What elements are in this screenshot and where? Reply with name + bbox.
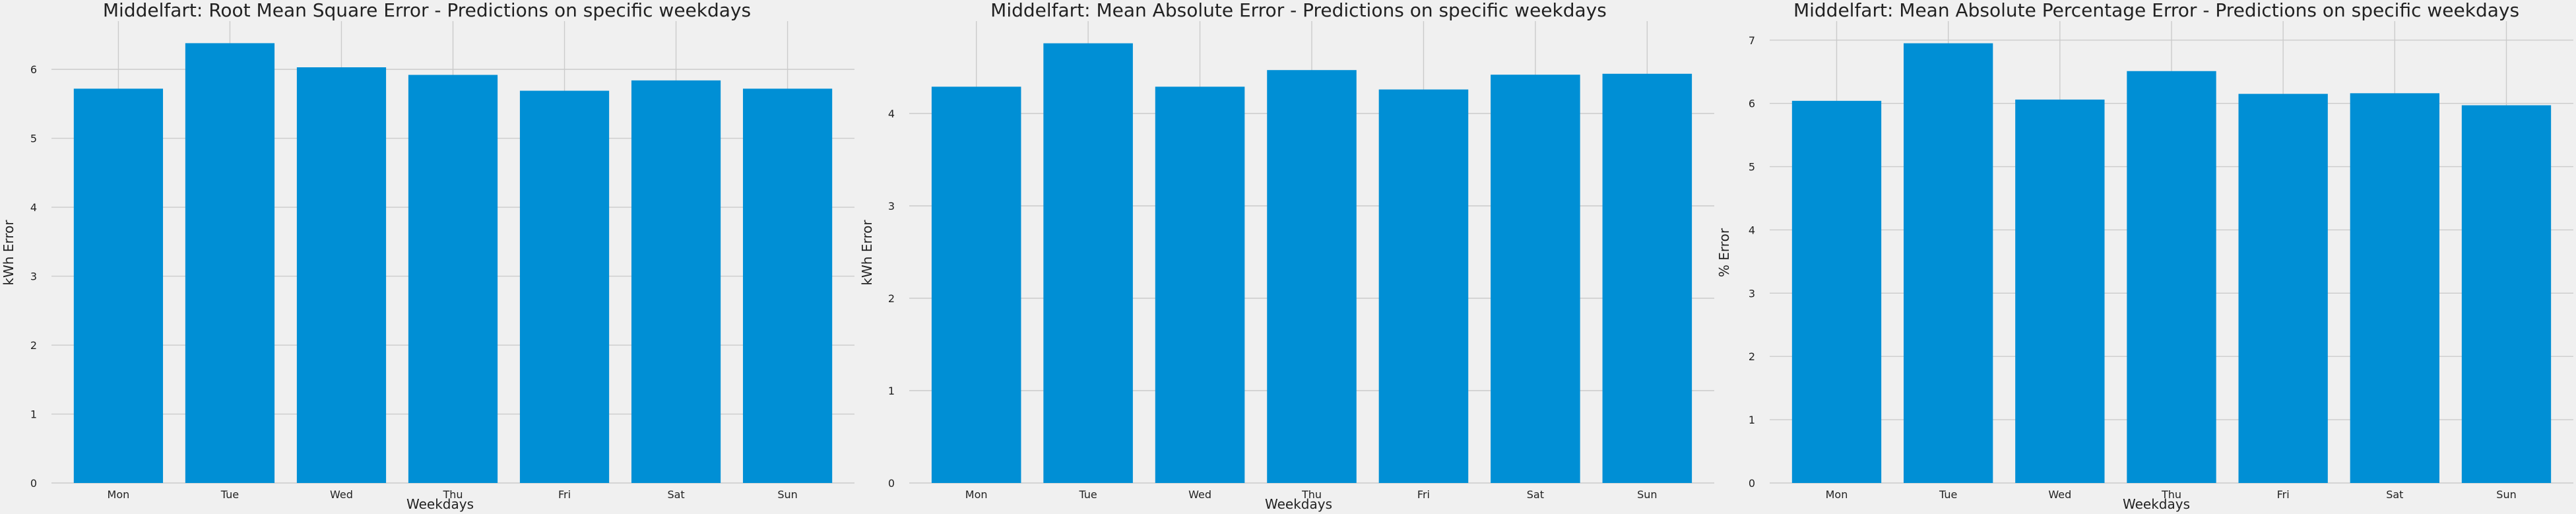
y-tick-label: 2 [888, 292, 895, 305]
x-tick-label: Mon [1826, 488, 1848, 501]
x-axis-label: Weekdays [2123, 496, 2190, 512]
chart-title: Middelfart: Mean Absolute Percentage Err… [1793, 0, 2519, 21]
chart-mae: Middelfart: Mean Absolute Error - Predic… [859, 0, 1714, 512]
y-tick-label: 2 [1749, 350, 1755, 363]
y-tick-label: 1 [1749, 414, 1755, 426]
y-tick-label: 7 [1749, 34, 1755, 47]
x-tick-label: Fri [558, 488, 571, 501]
bar-sat [2350, 93, 2439, 483]
y-tick-label: 6 [1749, 98, 1755, 110]
y-tick-label: 1 [30, 408, 37, 421]
bar-mon [931, 86, 1021, 483]
bar-tue [1043, 43, 1133, 484]
x-tick-label: Thu [1301, 488, 1322, 501]
x-tick-label: Wed [330, 488, 353, 501]
y-tick-label: 6 [30, 63, 37, 76]
x-tick-label: Wed [2048, 488, 2071, 501]
y-tick-label: 0 [1749, 477, 1755, 490]
y-tick-label: 4 [888, 108, 895, 120]
bar-wed [1155, 86, 1245, 483]
x-tick-label: Sat [667, 488, 684, 501]
bar-thu [1267, 70, 1357, 483]
bar-tue [1904, 43, 1993, 483]
bar-thu [2127, 71, 2216, 484]
x-tick-label: Tue [220, 488, 239, 501]
chart-title: Middelfart: Mean Absolute Error - Predic… [990, 0, 1607, 21]
y-axis-label: kWh Error [1, 220, 16, 286]
bar-sun [2461, 105, 2552, 483]
x-tick-label: Tue [1939, 488, 1957, 501]
y-tick-label: 5 [1749, 161, 1755, 174]
x-axis-label: Weekdays [1265, 496, 1332, 512]
chart-title: Middelfart: Root Mean Square Error - Pre… [103, 0, 751, 21]
x-tick-label: Sat [1527, 488, 1544, 501]
x-tick-label: Fri [1417, 488, 1430, 501]
bar-fri [519, 90, 610, 483]
y-tick-label: 0 [30, 477, 37, 490]
x-tick-label: Mon [965, 488, 988, 501]
y-tick-label: 2 [30, 339, 37, 352]
y-tick-label: 4 [30, 201, 37, 214]
bar-mon [73, 88, 164, 483]
bar-sat [631, 80, 721, 483]
x-tick-label: Tue [1078, 488, 1097, 501]
x-tick-label: Sun [777, 488, 797, 501]
x-tick-label: Sat [2386, 488, 2403, 501]
bar-sun [1602, 73, 1692, 484]
x-tick-label: Thu [442, 488, 463, 501]
y-axis-label: kWh Error [859, 220, 875, 286]
y-tick-label: 3 [888, 200, 895, 212]
chart-mape: Middelfart: Mean Absolute Percentage Err… [1716, 0, 2573, 512]
x-tick-label: Wed [1188, 488, 1211, 501]
bar-wed [296, 67, 387, 483]
x-tick-label: Sun [2496, 488, 2516, 501]
bar-fri [1378, 89, 1469, 484]
x-tick-label: Sun [1637, 488, 1657, 501]
bar-sun [742, 88, 833, 483]
x-axis-label: Weekdays [406, 496, 474, 512]
y-tick-label: 3 [1749, 287, 1755, 300]
bar-wed [2015, 99, 2105, 483]
x-tick-label: Fri [2277, 488, 2290, 501]
chart-rmse: Middelfart: Root Mean Square Error - Pre… [1, 0, 854, 512]
y-tick-label: 1 [888, 385, 895, 397]
y-tick-label: 0 [888, 477, 895, 490]
y-axis-label: % Error [1716, 228, 1732, 277]
bar-tue [185, 43, 275, 483]
y-tick-label: 4 [1749, 224, 1755, 236]
x-tick-label: Thu [2161, 488, 2181, 501]
bar-sat [1491, 75, 1580, 483]
y-tick-label: 5 [30, 133, 37, 145]
bar-thu [408, 75, 498, 483]
bar-fri [2238, 94, 2328, 483]
x-tick-label: Mon [108, 488, 130, 501]
y-tick-label: 3 [30, 271, 37, 283]
bar-mon [1791, 100, 1882, 484]
